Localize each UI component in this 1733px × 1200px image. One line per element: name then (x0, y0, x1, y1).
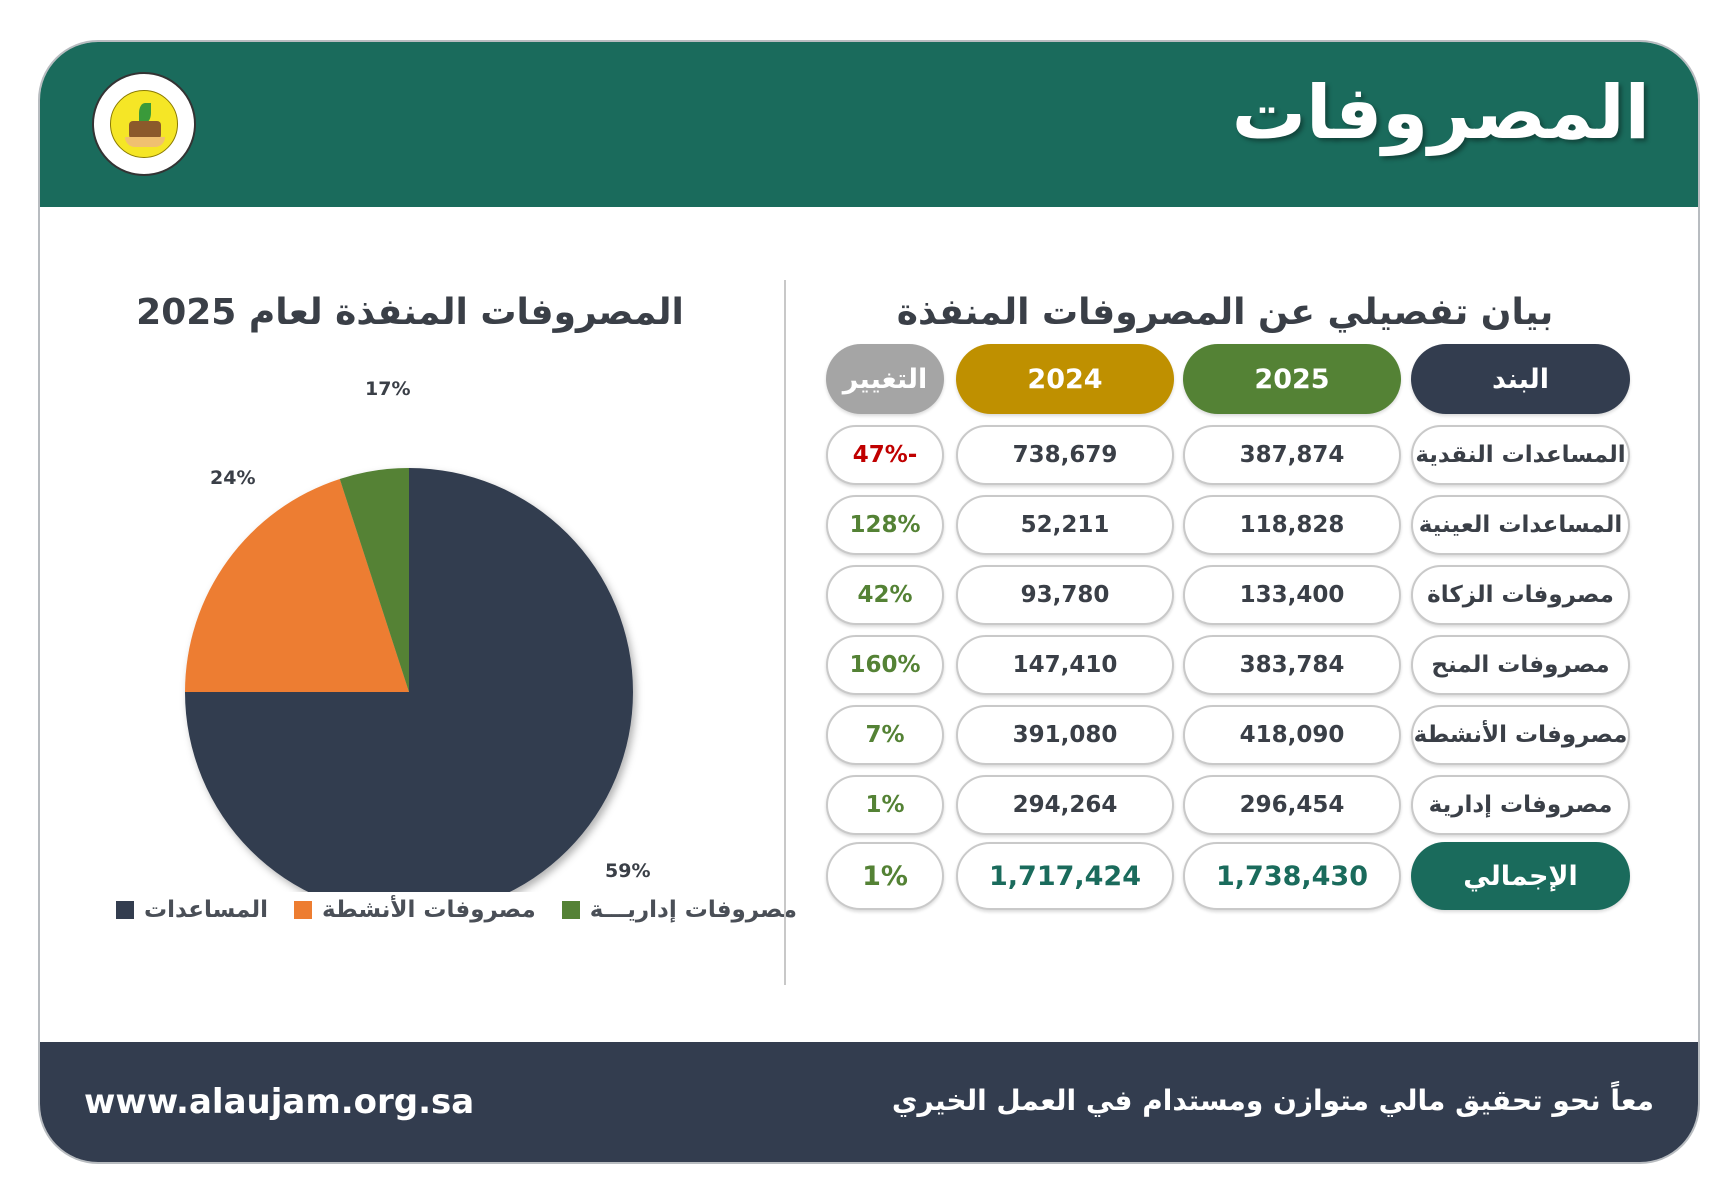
legend-swatch (293, 901, 312, 919)
table-cell-y2025: 383,784 (1183, 635, 1401, 695)
pie-slice-1 (185, 478, 409, 692)
footer: www.alaujam.org.sa معاً نحو تحقيق مالي م… (40, 1042, 1698, 1162)
table-cell-item: المساعدات النقدية (1411, 425, 1630, 485)
table-cell-y2024: 391,080 (956, 705, 1174, 765)
table-cell-y2024: 738,679 (956, 425, 1174, 485)
pie-slice-0 (185, 468, 633, 892)
pie-chart: 59% 24% 17% (185, 378, 650, 892)
column-header-change: التغيير (826, 344, 944, 414)
legend-item: المساعدات (116, 897, 268, 923)
slogan: معاً نحو تحقيق مالي متوازن ومستدام في ال… (891, 1084, 1654, 1117)
chart-legend: المساعدات مصروفات الأنشطة مصروفات إداريـــ… (116, 897, 797, 923)
total-cell-y2024: 1,717,424 (956, 842, 1174, 910)
table-cell-change: 7% (826, 705, 944, 765)
table-cell-item: المساعدات العينية (1411, 495, 1630, 555)
pie-slice-2 (339, 468, 409, 692)
table-cell-item: مصروفات إدارية (1411, 775, 1630, 835)
legend-label: مصروفات الأنشطة (321, 897, 536, 923)
table-cell-y2025: 387,874 (1183, 425, 1401, 485)
table-title: بيان تفصيلي عن المصروفات المنفذة (896, 292, 1554, 333)
table-cell-y2025: 418,090 (1183, 705, 1401, 765)
column-header-item: البند (1411, 344, 1630, 414)
expenses-card: المصروفات المصروفات المنفذة لعام 2025 59… (38, 40, 1700, 1164)
organization-logo (92, 72, 196, 176)
legend-swatch (561, 901, 580, 919)
total-cell-item: الإجمالي (1411, 842, 1630, 910)
table-cell-item: مصروفات الزكاة (1411, 565, 1630, 625)
table-cell-change: 160% (826, 635, 944, 695)
legend-swatch (116, 901, 134, 919)
table-cell-y2024: 93,780 (956, 565, 1174, 625)
chart-title: المصروفات المنفذة لعام 2025 (136, 292, 684, 333)
table-cell-y2024: 294,264 (956, 775, 1174, 835)
table-cell-y2025: 118,828 (1183, 495, 1401, 555)
table-cell-change: -47% (826, 425, 944, 485)
pie-data-label: 24% (210, 467, 255, 489)
table-cell-item: مصروفات المنح (1411, 635, 1630, 695)
table-cell-y2025: 133,400 (1183, 565, 1401, 625)
pie-data-label: 59% (605, 860, 650, 882)
total-cell-change: 1% (826, 842, 944, 910)
legend-label: مصروفات إداريـــة (589, 897, 798, 923)
table-cell-change: 128% (826, 495, 944, 555)
table-cell-change: 1% (826, 775, 944, 835)
column-header-y2024: 2024 (956, 344, 1174, 414)
legend-item: مصروفات إداريـــة (561, 897, 798, 923)
legend-label: المساعدات (144, 897, 268, 923)
pie-data-label: 17% (365, 378, 410, 400)
total-cell-y2025: 1,738,430 (1183, 842, 1401, 910)
divider (784, 280, 786, 985)
legend-item: مصروفات الأنشطة (293, 897, 536, 923)
table-cell-y2024: 52,211 (956, 495, 1174, 555)
page-title: المصروفات (1231, 70, 1650, 156)
header: المصروفات (40, 42, 1698, 207)
column-header-y2025: 2025 (1183, 344, 1401, 414)
table-cell-y2024: 147,410 (956, 635, 1174, 695)
website-link[interactable]: www.alaujam.org.sa (84, 1082, 475, 1122)
table-cell-item: مصروفات الأنشطة (1411, 705, 1630, 765)
table-cell-change: 42% (826, 565, 944, 625)
table-cell-y2025: 296,454 (1183, 775, 1401, 835)
